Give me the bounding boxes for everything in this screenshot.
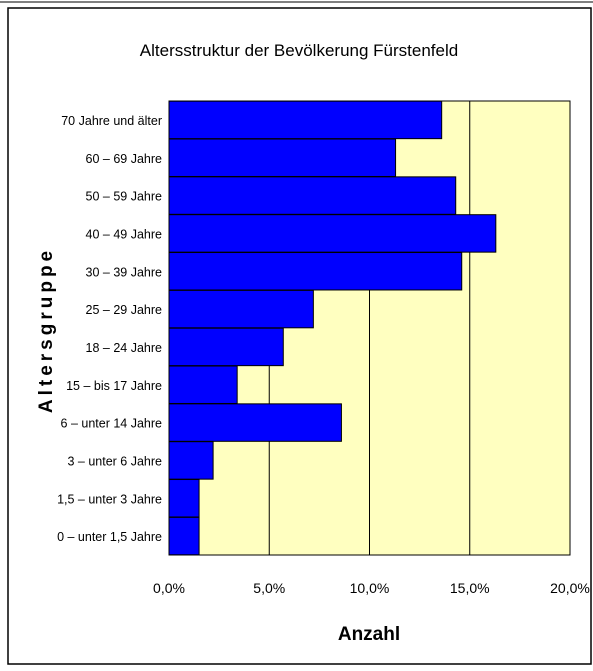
y-tick-label: 25 – 29 Jahre xyxy=(86,303,162,317)
y-tick-label: 18 – 24 Jahre xyxy=(86,341,162,355)
y-tick-label: 6 – unter 14 Jahre xyxy=(61,417,163,431)
y-tick-label: 70 Jahre und älter xyxy=(61,114,162,128)
y-tick-label: 30 – 39 Jahre xyxy=(86,265,162,279)
x-tick-label: 15,0% xyxy=(450,580,490,596)
bar xyxy=(168,252,463,291)
bar xyxy=(168,100,443,140)
y-tick-label: 40 – 49 Jahre xyxy=(86,227,162,241)
x-tick-label: 5,0% xyxy=(253,580,285,596)
y-tick-label: 50 – 59 Jahre xyxy=(86,190,162,204)
y-tick-label: 15 – bis 17 Jahre xyxy=(66,379,162,393)
bar xyxy=(168,176,457,215)
bar xyxy=(168,214,497,253)
y-tick-label: 60 – 69 Jahre xyxy=(86,152,162,166)
x-tick-label: 20,0% xyxy=(550,580,590,596)
y-tick-labels: 70 Jahre und älter 60 – 69 Jahre 50 – 59 J… xyxy=(57,114,162,544)
bar xyxy=(168,138,397,177)
y-tick-label: 0 – unter 1,5 Jahre xyxy=(57,530,162,544)
bar xyxy=(168,479,200,518)
y-tick-label: 1,5 – unter 3 Jahre xyxy=(57,492,162,506)
bar xyxy=(168,365,238,404)
chart-title: Altersstruktur der Bevölkerung Fürstenfe… xyxy=(140,41,458,60)
x-tick-label: 0,0% xyxy=(153,580,185,596)
x-axis-label: Anzahl xyxy=(338,624,400,645)
x-tick-label: 10,0% xyxy=(350,580,390,596)
bar xyxy=(168,516,200,556)
bar xyxy=(168,327,284,367)
x-tick-labels: 0,0% 5,0% 10,0% 15,0% 20,0% xyxy=(153,580,590,596)
bars xyxy=(168,100,497,556)
y-tick-label: 3 – unter 6 Jahre xyxy=(67,454,162,468)
y-axis-label: Altersgruppe xyxy=(36,247,57,413)
bar xyxy=(168,441,214,480)
bar xyxy=(168,289,314,329)
bar xyxy=(168,403,342,442)
